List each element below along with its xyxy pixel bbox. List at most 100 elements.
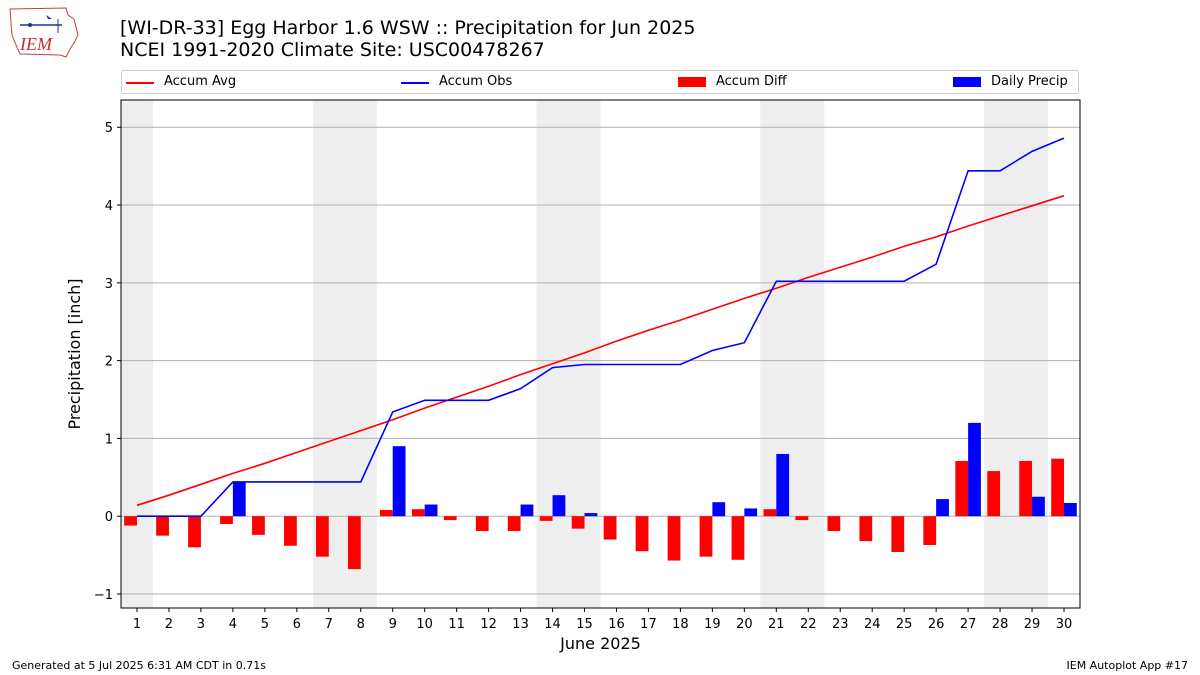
app-credit: IEM Autoplot App #17 [1066,659,1189,672]
accum-diff-bar [539,516,553,521]
daily-precip-bar [936,499,949,517]
accum-obs-line [136,137,1065,518]
x-tick-label: 30 [1056,617,1073,632]
x-tick-label: 19 [704,617,721,632]
x-axis-label: June 2025 [559,634,641,653]
x-tick-label: 12 [480,617,497,632]
x-tick-label: 27 [960,617,977,632]
accum-diff-bar [955,460,969,517]
x-tick-label: 15 [576,617,593,632]
accum-diff-bar [411,509,425,517]
accum-diff-bar [124,516,137,526]
x-tick-label: 24 [864,617,881,632]
accum-diff-bar [220,516,233,524]
daily-precip-bar [584,513,598,517]
x-tick-label: 16 [608,617,625,632]
weekend-shade [568,100,601,608]
accum-diff-bar [859,516,873,542]
accum-diff-bar [284,516,297,546]
accum-diff-bar [827,516,841,531]
y-tick-label: 4 [105,199,113,214]
y-tick-label: 0 [105,510,113,525]
accum-diff-bar [571,516,585,529]
x-tick-label: 23 [832,617,849,632]
accum-diff-bar [731,516,745,560]
weekend-shade [792,100,825,608]
x-tick-label: 9 [389,617,397,632]
daily-precip-bar [424,504,438,517]
y-tick-label: 5 [105,121,113,136]
accum-diff-bar [507,516,521,531]
daily-precip-bar [232,481,246,517]
x-tick-label: 14 [544,617,561,632]
accum-diff-bar [156,516,169,536]
x-tick-label: 18 [672,617,689,632]
logo-text: IEM [19,34,53,54]
y-tick-label: 3 [105,277,113,292]
x-tick-label: 5 [261,617,269,632]
accum-diff-bar [635,516,649,552]
accum-diff-bar [667,516,681,561]
accum-diff-bar [188,516,201,548]
accum-diff-bar [252,516,265,535]
accum-diff-bar [1051,458,1065,517]
legend-label: Daily Precip [991,74,1068,89]
daily-precip-bar [552,495,566,517]
x-tick-label: 7 [325,617,333,632]
chart-legend: Accum Avg Accum Obs Accum Diff Daily Pre… [121,70,1079,94]
accum-diff-bar [1019,460,1033,517]
accum-diff-bar [763,509,777,517]
accum-diff-bar [379,509,393,517]
accum-diff-bar [987,471,1001,517]
chart-title: [WI-DR-33] Egg Harbor 1.6 WSW :: Precipi… [120,17,696,39]
weekend-shade [984,100,1017,608]
y-tick-label: 2 [105,355,113,370]
accum-diff-bar [795,516,809,521]
x-tick-label: 8 [357,617,365,632]
x-tick-label: 13 [512,617,529,632]
legend-swatch [953,77,981,87]
accum-diff-bar [347,516,361,570]
legend-swatch [401,82,429,84]
x-tick-label: 2 [165,617,173,632]
daily-precip-bar [968,422,981,517]
weekend-shade [760,100,793,608]
legend-label: Accum Obs [439,74,513,89]
x-tick-label: 4 [229,617,237,632]
chart-subtitle: NCEI 1991-2020 Climate Site: USC00478267 [120,39,545,61]
y-axis-label: Precipitation [inch] [65,278,84,429]
legend-label: Accum Avg [164,74,237,89]
accum-diff-bar [699,516,713,557]
daily-precip-bar [712,502,726,517]
weekend-shade [121,100,153,608]
daily-precip-bar [776,453,790,517]
legend-swatch [126,82,154,84]
weekend-shade [1016,100,1049,608]
weekend-shade [536,100,569,608]
x-tick-label: 26 [928,617,945,632]
x-tick-label: 25 [896,617,913,632]
accum-diff-bar [315,516,329,557]
accum-diff-bar [443,516,457,521]
x-tick-label: 3 [197,617,205,632]
iem-logo: IEM [9,7,79,58]
x-tick-label: 11 [448,617,465,632]
x-tick-label: 22 [800,617,817,632]
accum-diff-bar [475,516,489,531]
daily-precip-bar [392,446,406,517]
x-tick-label: 1 [133,617,141,632]
accum-diff-bar [603,516,617,540]
accum-diff-bar [923,516,937,545]
daily-precip-bar [520,504,534,517]
x-tick-label: 20 [736,617,753,632]
plot-frame [120,99,1081,609]
x-tick-label: 17 [640,617,657,632]
x-tick-label: 29 [1024,617,1041,632]
legend-label: Accum Diff [716,74,787,89]
x-tick-label: 6 [293,617,301,632]
x-tick-label: 28 [992,617,1009,632]
accum-diff-bar [891,516,905,552]
y-tick-label: −1 [94,588,113,603]
accum-avg-line [136,194,1065,507]
